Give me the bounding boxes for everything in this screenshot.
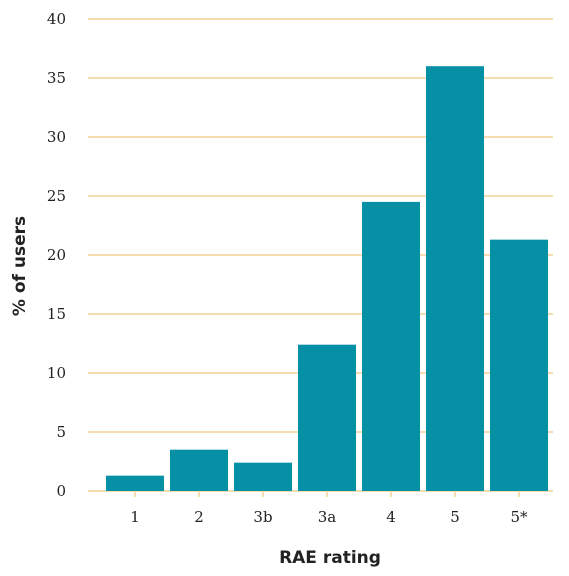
- y-tick-label: 15: [47, 305, 66, 323]
- y-tick-label: 35: [47, 69, 66, 87]
- x-tick-label: 1: [130, 508, 140, 526]
- bar: [490, 239, 548, 491]
- x-axis-title: RAE rating: [279, 548, 381, 568]
- bar: [362, 201, 420, 491]
- x-tick-label: 5*: [510, 508, 528, 526]
- bars: [106, 66, 548, 491]
- y-tick-label: 5: [56, 423, 66, 441]
- bar: [298, 344, 356, 491]
- bar: [426, 66, 484, 491]
- gridlines: [88, 18, 553, 492]
- x-axis-ticks: 1 2 3b 3a 4 5 5*: [130, 491, 528, 526]
- y-tick-label: 30: [47, 128, 66, 146]
- y-tick-label: 20: [47, 246, 66, 264]
- y-axis-title: % of users: [10, 216, 30, 316]
- x-tick-label: 2: [194, 508, 204, 526]
- y-tick-label: 25: [47, 187, 66, 205]
- y-tick-label: 10: [47, 364, 66, 382]
- x-tick-label: 3a: [318, 508, 337, 526]
- bar: [170, 449, 228, 491]
- y-tick-label: 40: [47, 10, 66, 28]
- y-tick-label: 0: [56, 482, 66, 500]
- x-tick-label: 3b: [253, 508, 272, 526]
- bar: [234, 462, 292, 491]
- bar: [106, 475, 164, 491]
- y-axis-ticks: 0 5 10 15 20 25 30 35 40: [47, 10, 66, 500]
- x-tick-label: 5: [450, 508, 460, 526]
- x-tick-label: 4: [386, 508, 396, 526]
